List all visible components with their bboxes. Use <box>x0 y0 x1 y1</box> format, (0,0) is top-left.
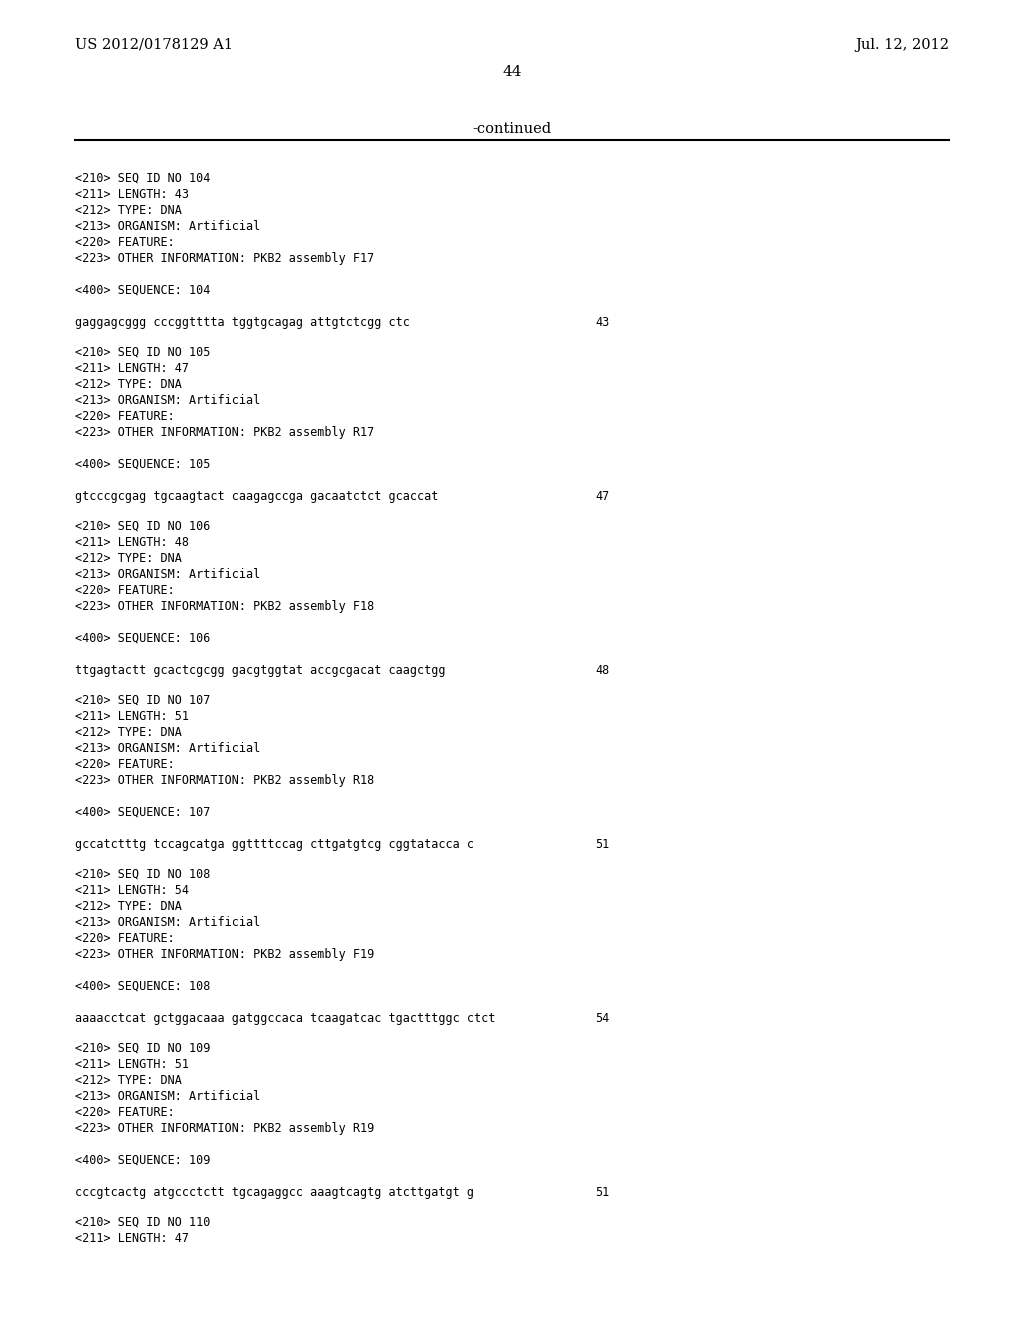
Text: <213> ORGANISM: Artificial: <213> ORGANISM: Artificial <box>75 220 260 234</box>
Text: <213> ORGANISM: Artificial: <213> ORGANISM: Artificial <box>75 393 260 407</box>
Text: 44: 44 <box>502 65 522 79</box>
Text: <210> SEQ ID NO 106: <210> SEQ ID NO 106 <box>75 520 210 533</box>
Text: <210> SEQ ID NO 109: <210> SEQ ID NO 109 <box>75 1041 210 1055</box>
Text: <210> SEQ ID NO 104: <210> SEQ ID NO 104 <box>75 172 210 185</box>
Text: -continued: -continued <box>472 121 552 136</box>
Text: <213> ORGANISM: Artificial: <213> ORGANISM: Artificial <box>75 916 260 929</box>
Text: <223> OTHER INFORMATION: PKB2 assembly R17: <223> OTHER INFORMATION: PKB2 assembly R… <box>75 426 374 440</box>
Text: <212> TYPE: DNA: <212> TYPE: DNA <box>75 205 182 216</box>
Text: <211> LENGTH: 51: <211> LENGTH: 51 <box>75 1059 189 1071</box>
Text: <212> TYPE: DNA: <212> TYPE: DNA <box>75 726 182 739</box>
Text: <212> TYPE: DNA: <212> TYPE: DNA <box>75 1074 182 1086</box>
Text: <400> SEQUENCE: 106: <400> SEQUENCE: 106 <box>75 632 210 645</box>
Text: <210> SEQ ID NO 110: <210> SEQ ID NO 110 <box>75 1216 210 1229</box>
Text: <212> TYPE: DNA: <212> TYPE: DNA <box>75 552 182 565</box>
Text: 51: 51 <box>595 1185 609 1199</box>
Text: <400> SEQUENCE: 107: <400> SEQUENCE: 107 <box>75 807 210 818</box>
Text: <220> FEATURE:: <220> FEATURE: <box>75 583 175 597</box>
Text: gaggagcggg cccggtttta tggtgcagag attgtctcgg ctc: gaggagcggg cccggtttta tggtgcagag attgtct… <box>75 315 410 329</box>
Text: <400> SEQUENCE: 108: <400> SEQUENCE: 108 <box>75 979 210 993</box>
Text: Jul. 12, 2012: Jul. 12, 2012 <box>855 38 949 51</box>
Text: <210> SEQ ID NO 107: <210> SEQ ID NO 107 <box>75 694 210 708</box>
Text: <400> SEQUENCE: 104: <400> SEQUENCE: 104 <box>75 284 210 297</box>
Text: aaaacctcat gctggacaaa gatggccaca tcaagatcac tgactttggc ctct: aaaacctcat gctggacaaa gatggccaca tcaagat… <box>75 1012 496 1026</box>
Text: <211> LENGTH: 47: <211> LENGTH: 47 <box>75 362 189 375</box>
Text: <223> OTHER INFORMATION: PKB2 assembly R18: <223> OTHER INFORMATION: PKB2 assembly R… <box>75 774 374 787</box>
Text: <400> SEQUENCE: 105: <400> SEQUENCE: 105 <box>75 458 210 471</box>
Text: <223> OTHER INFORMATION: PKB2 assembly F17: <223> OTHER INFORMATION: PKB2 assembly F… <box>75 252 374 265</box>
Text: US 2012/0178129 A1: US 2012/0178129 A1 <box>75 38 233 51</box>
Text: <213> ORGANISM: Artificial: <213> ORGANISM: Artificial <box>75 568 260 581</box>
Text: <210> SEQ ID NO 105: <210> SEQ ID NO 105 <box>75 346 210 359</box>
Text: <223> OTHER INFORMATION: PKB2 assembly R19: <223> OTHER INFORMATION: PKB2 assembly R… <box>75 1122 374 1135</box>
Text: <213> ORGANISM: Artificial: <213> ORGANISM: Artificial <box>75 742 260 755</box>
Text: <213> ORGANISM: Artificial: <213> ORGANISM: Artificial <box>75 1090 260 1104</box>
Text: 54: 54 <box>595 1012 609 1026</box>
Text: <212> TYPE: DNA: <212> TYPE: DNA <box>75 900 182 913</box>
Text: <211> LENGTH: 48: <211> LENGTH: 48 <box>75 536 189 549</box>
Text: <220> FEATURE:: <220> FEATURE: <box>75 1106 175 1119</box>
Text: <400> SEQUENCE: 109: <400> SEQUENCE: 109 <box>75 1154 210 1167</box>
Text: <211> LENGTH: 47: <211> LENGTH: 47 <box>75 1232 189 1245</box>
Text: <220> FEATURE:: <220> FEATURE: <box>75 236 175 249</box>
Text: 51: 51 <box>595 838 609 851</box>
Text: gccatctttg tccagcatga ggttttccag cttgatgtcg cggtatacca c: gccatctttg tccagcatga ggttttccag cttgatg… <box>75 838 474 851</box>
Text: <211> LENGTH: 54: <211> LENGTH: 54 <box>75 884 189 898</box>
Text: <220> FEATURE:: <220> FEATURE: <box>75 411 175 422</box>
Text: <211> LENGTH: 43: <211> LENGTH: 43 <box>75 187 189 201</box>
Text: <211> LENGTH: 51: <211> LENGTH: 51 <box>75 710 189 723</box>
Text: <223> OTHER INFORMATION: PKB2 assembly F19: <223> OTHER INFORMATION: PKB2 assembly F… <box>75 948 374 961</box>
Text: cccgtcactg atgccctctt tgcagaggcc aaagtcagtg atcttgatgt g: cccgtcactg atgccctctt tgcagaggcc aaagtca… <box>75 1185 474 1199</box>
Text: <210> SEQ ID NO 108: <210> SEQ ID NO 108 <box>75 869 210 880</box>
Text: <220> FEATURE:: <220> FEATURE: <box>75 932 175 945</box>
Text: <223> OTHER INFORMATION: PKB2 assembly F18: <223> OTHER INFORMATION: PKB2 assembly F… <box>75 601 374 612</box>
Text: <220> FEATURE:: <220> FEATURE: <box>75 758 175 771</box>
Text: <212> TYPE: DNA: <212> TYPE: DNA <box>75 378 182 391</box>
Text: ttgagtactt gcactcgcgg gacgtggtat accgcgacat caagctgg: ttgagtactt gcactcgcgg gacgtggtat accgcga… <box>75 664 445 677</box>
Text: 47: 47 <box>595 490 609 503</box>
Text: 43: 43 <box>595 315 609 329</box>
Text: gtcccgcgag tgcaagtact caagagccga gacaatctct gcaccat: gtcccgcgag tgcaagtact caagagccga gacaatc… <box>75 490 438 503</box>
Text: 48: 48 <box>595 664 609 677</box>
